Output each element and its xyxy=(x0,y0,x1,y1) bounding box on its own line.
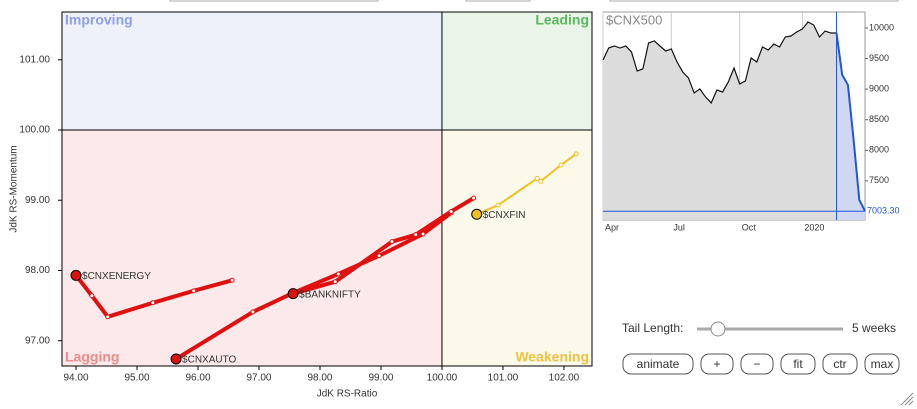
quadrant-label: Improving xyxy=(65,12,133,28)
x-tick-label: 100.00 xyxy=(427,373,458,384)
plot-frame xyxy=(61,11,593,367)
x-tick-label: 101.00 xyxy=(488,373,519,384)
quadrant xyxy=(441,130,592,366)
button-label[interactable]: − xyxy=(753,357,760,371)
tail-point[interactable] xyxy=(573,151,579,157)
y-tick-label: 8500 xyxy=(869,114,889,124)
head-point[interactable] xyxy=(170,353,182,365)
x-tick-label: 94.00 xyxy=(64,373,89,384)
price-line xyxy=(835,32,866,212)
series-label: $CNXAUTO xyxy=(182,355,236,366)
button-frame[interactable] xyxy=(780,353,816,375)
tail-line xyxy=(74,273,235,319)
quadrant-label: Lagging xyxy=(65,349,119,365)
button-frame[interactable] xyxy=(622,353,694,375)
x-tick-label: 2020 xyxy=(804,222,824,232)
button[interactable]: − xyxy=(740,353,774,375)
tail-point[interactable] xyxy=(448,208,454,214)
tail-point[interactable] xyxy=(89,293,95,299)
tail-point[interactable] xyxy=(191,288,197,294)
quadrant-label: Weakening xyxy=(515,349,589,365)
tail-point[interactable] xyxy=(538,178,544,184)
input-box[interactable] xyxy=(609,0,899,2)
x-tick-label: 102.00 xyxy=(549,373,580,384)
button[interactable]: animate xyxy=(622,353,694,375)
value-label: 7003.30 xyxy=(867,206,900,216)
y-tick-label: 8000 xyxy=(869,145,889,155)
button-label[interactable]: max xyxy=(871,357,894,371)
tail-point[interactable] xyxy=(534,175,540,181)
area xyxy=(603,22,837,221)
y-tick-label: 7500 xyxy=(869,175,889,185)
x-tick-label: 99.00 xyxy=(368,373,393,384)
slider-handle[interactable] xyxy=(710,321,726,337)
quadrant xyxy=(62,130,442,366)
tail-point[interactable] xyxy=(105,314,111,320)
tail-point[interactable] xyxy=(376,253,382,259)
button-frame[interactable] xyxy=(700,353,734,375)
y-tick-label: 9500 xyxy=(869,53,889,63)
y-tick-label: 101.00 xyxy=(19,54,50,65)
button[interactable]: ctr xyxy=(822,353,858,375)
button-label[interactable]: + xyxy=(713,357,720,371)
tail-line xyxy=(291,196,476,296)
y-tick-label: 10000 xyxy=(869,22,894,32)
tail-point[interactable] xyxy=(495,202,501,208)
y-tick-label: 99.00 xyxy=(25,195,50,206)
tail-point[interactable] xyxy=(150,300,156,306)
tail-point[interactable] xyxy=(413,232,419,238)
button-label[interactable]: fit xyxy=(793,357,803,371)
quadrant xyxy=(441,12,592,130)
quadrant xyxy=(62,12,442,130)
x-tick-label: Apr xyxy=(605,222,619,232)
tail-point[interactable] xyxy=(332,279,338,285)
button-label[interactable]: ctr xyxy=(833,357,846,371)
x-tick-label: Oct xyxy=(742,222,757,232)
series-label: $CNXFIN xyxy=(483,210,526,221)
input-box[interactable] xyxy=(465,0,531,2)
resize-grip xyxy=(900,392,914,406)
button[interactable]: fit xyxy=(780,353,816,375)
button-frame[interactable] xyxy=(740,353,774,375)
y-tick-label: 100.00 xyxy=(19,125,50,136)
y-tick-label: 9000 xyxy=(869,84,889,94)
tail-length-value: 5 weeks xyxy=(852,321,896,335)
x-axis-label: JdK RS-Ratio xyxy=(317,389,378,400)
button-frame[interactable] xyxy=(822,353,858,375)
button-label[interactable]: animate xyxy=(637,357,680,371)
x-tick-label: Jul xyxy=(673,222,685,232)
mini-title: $CNX500 xyxy=(606,12,662,27)
tail-point[interactable] xyxy=(229,277,235,283)
series-label: $BANKNIFTY xyxy=(299,289,361,300)
head-point[interactable] xyxy=(70,269,82,281)
button[interactable]: max xyxy=(864,353,900,375)
tail-point[interactable] xyxy=(335,271,341,277)
x-tick-label: 98.00 xyxy=(307,373,332,384)
head-point[interactable] xyxy=(287,288,299,300)
price-line xyxy=(602,21,837,104)
y-tick-label: 98.00 xyxy=(25,265,50,276)
head-point[interactable] xyxy=(471,208,483,220)
x-tick-label: 95.00 xyxy=(125,373,150,384)
x-tick-label: 96.00 xyxy=(185,373,210,384)
tail-point[interactable] xyxy=(471,195,477,201)
tail-point[interactable] xyxy=(389,239,395,245)
button-frame[interactable] xyxy=(864,353,900,375)
y-axis-label: JdK RS-Momentum xyxy=(9,145,20,232)
tail-length-label: Tail Length: xyxy=(622,321,683,335)
button[interactable]: + xyxy=(700,353,734,375)
tail-point[interactable] xyxy=(558,162,564,168)
input-box[interactable] xyxy=(169,0,379,2)
quadrant-label: Leading xyxy=(535,12,589,28)
x-tick-label: 97.00 xyxy=(246,373,271,384)
series-label: $CNXENERGY xyxy=(82,271,151,282)
tail-point[interactable] xyxy=(250,309,256,315)
y-tick-label: 97.00 xyxy=(25,335,50,346)
area xyxy=(836,33,865,220)
